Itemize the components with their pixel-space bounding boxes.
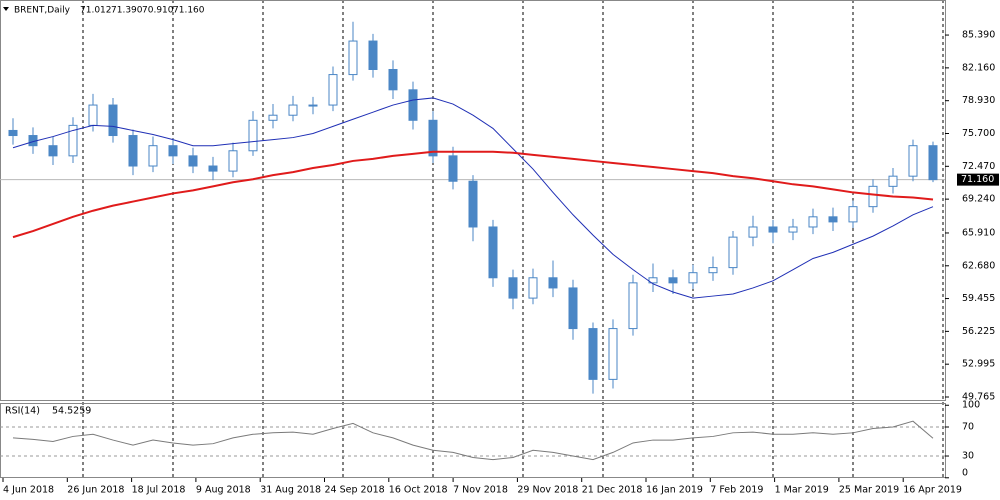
candle-body xyxy=(588,328,598,380)
candle-body xyxy=(88,104,98,126)
x-tick-label: 25 Mar 2019 xyxy=(839,485,899,496)
candle-body xyxy=(788,226,798,233)
candle-body xyxy=(548,277,558,289)
candle-body xyxy=(628,282,638,330)
candle-body xyxy=(228,150,238,172)
rsi-line xyxy=(12,420,934,461)
x-tick-label: 7 Nov 2018 xyxy=(453,485,508,496)
y-tick-label: 0 xyxy=(962,468,968,479)
last-price-box xyxy=(957,173,999,186)
month-grid xyxy=(82,0,944,478)
candle-body xyxy=(168,145,178,157)
x-tick-label: 24 Sep 2018 xyxy=(325,485,385,496)
candle-body xyxy=(148,145,158,167)
y-tick-label: 52.995 xyxy=(962,359,995,370)
x-tick-label: 18 Jul 2018 xyxy=(132,485,186,496)
candle-body xyxy=(308,104,318,107)
price-panel xyxy=(0,0,946,401)
x-tick-label: 7 Feb 2019 xyxy=(710,485,763,496)
candle-body xyxy=(448,155,458,182)
x-tick-label: 9 Aug 2018 xyxy=(196,485,251,496)
last-price-label: 71.160 xyxy=(961,174,994,185)
candle-body xyxy=(468,180,478,228)
x-tick-label: 31 Aug 2018 xyxy=(260,485,321,496)
candle-body xyxy=(868,185,878,208)
candle-body xyxy=(728,236,738,269)
candle-body xyxy=(528,277,538,299)
candle-body xyxy=(68,124,78,157)
candle-body xyxy=(288,104,298,116)
rsi-panel xyxy=(0,403,946,478)
candle-body xyxy=(828,216,838,223)
candle-body xyxy=(248,119,258,152)
candle-body xyxy=(268,114,278,121)
candle-body xyxy=(808,216,818,228)
candle-body xyxy=(128,135,138,167)
y-tick-label: 78.930 xyxy=(962,95,995,106)
candle-body xyxy=(508,277,518,299)
y-tick-label: 70 xyxy=(962,422,974,433)
x-tick-label: 1 Mar 2019 xyxy=(775,485,829,496)
quote-value: 70.910 xyxy=(142,6,174,16)
y-tick-label: 100 xyxy=(962,400,980,411)
candle-body xyxy=(688,272,698,284)
candle-body xyxy=(328,74,338,106)
candle-body xyxy=(108,104,118,137)
x-tick-label: 21 Dec 2018 xyxy=(582,485,643,496)
candle-body xyxy=(668,277,678,284)
x-tick-label: 16 Oct 2018 xyxy=(389,485,448,496)
candle-body xyxy=(768,226,778,233)
candle-body xyxy=(368,40,378,70)
indicator-title: RSI(14) xyxy=(5,406,40,417)
candle-body xyxy=(748,226,758,238)
candle-body xyxy=(208,165,218,172)
moving-average xyxy=(12,150,934,239)
candle-body xyxy=(908,145,918,177)
candle-body xyxy=(888,175,898,187)
x-tick-label: 16 Apr 2019 xyxy=(903,485,962,496)
candle-body xyxy=(8,129,18,137)
y-tick-label: 49.765 xyxy=(962,392,995,403)
y-tick-label: 69.240 xyxy=(962,194,995,205)
candle-body xyxy=(848,206,858,223)
quote-value: 71.160 xyxy=(173,6,205,16)
x-tick-label: 4 Jun 2018 xyxy=(3,485,54,496)
candle-body xyxy=(348,40,358,76)
candle-body xyxy=(408,89,418,121)
candle-body xyxy=(48,145,58,157)
quote-value: 71.012 xyxy=(80,6,112,16)
candle-body xyxy=(388,68,398,91)
y-tick-label: 30 xyxy=(962,451,974,462)
y-tick-label: 85.390 xyxy=(962,30,995,41)
candle-body xyxy=(708,267,718,274)
chart-title: BRENT,Daily xyxy=(14,6,71,16)
y-tick-label: 72.470 xyxy=(962,161,995,172)
y-tick-label: 59.455 xyxy=(962,293,995,304)
candle-body xyxy=(648,277,658,284)
y-tick-label: 75.700 xyxy=(962,128,995,139)
candle-body xyxy=(608,328,618,380)
moving-average xyxy=(12,97,934,299)
y-tick-label: 56.225 xyxy=(962,326,995,337)
x-tick-label: 26 Jun 2018 xyxy=(67,485,124,496)
x-tick-label: 29 Nov 2018 xyxy=(517,485,578,496)
x-tick-label: 16 Jan 2019 xyxy=(646,485,703,496)
y-tick-label: 65.910 xyxy=(962,227,995,238)
candle-body xyxy=(488,226,498,279)
candle-body xyxy=(428,119,438,157)
menu-arrow xyxy=(3,7,9,11)
quote-value: 71.390 xyxy=(111,6,143,16)
indicator-value: 54.5259 xyxy=(52,406,91,417)
candle-body xyxy=(928,145,938,181)
y-tick-label: 62.680 xyxy=(962,260,995,271)
candle-body xyxy=(568,287,578,330)
candle-body xyxy=(188,155,198,167)
y-tick-label: 82.160 xyxy=(962,62,995,73)
